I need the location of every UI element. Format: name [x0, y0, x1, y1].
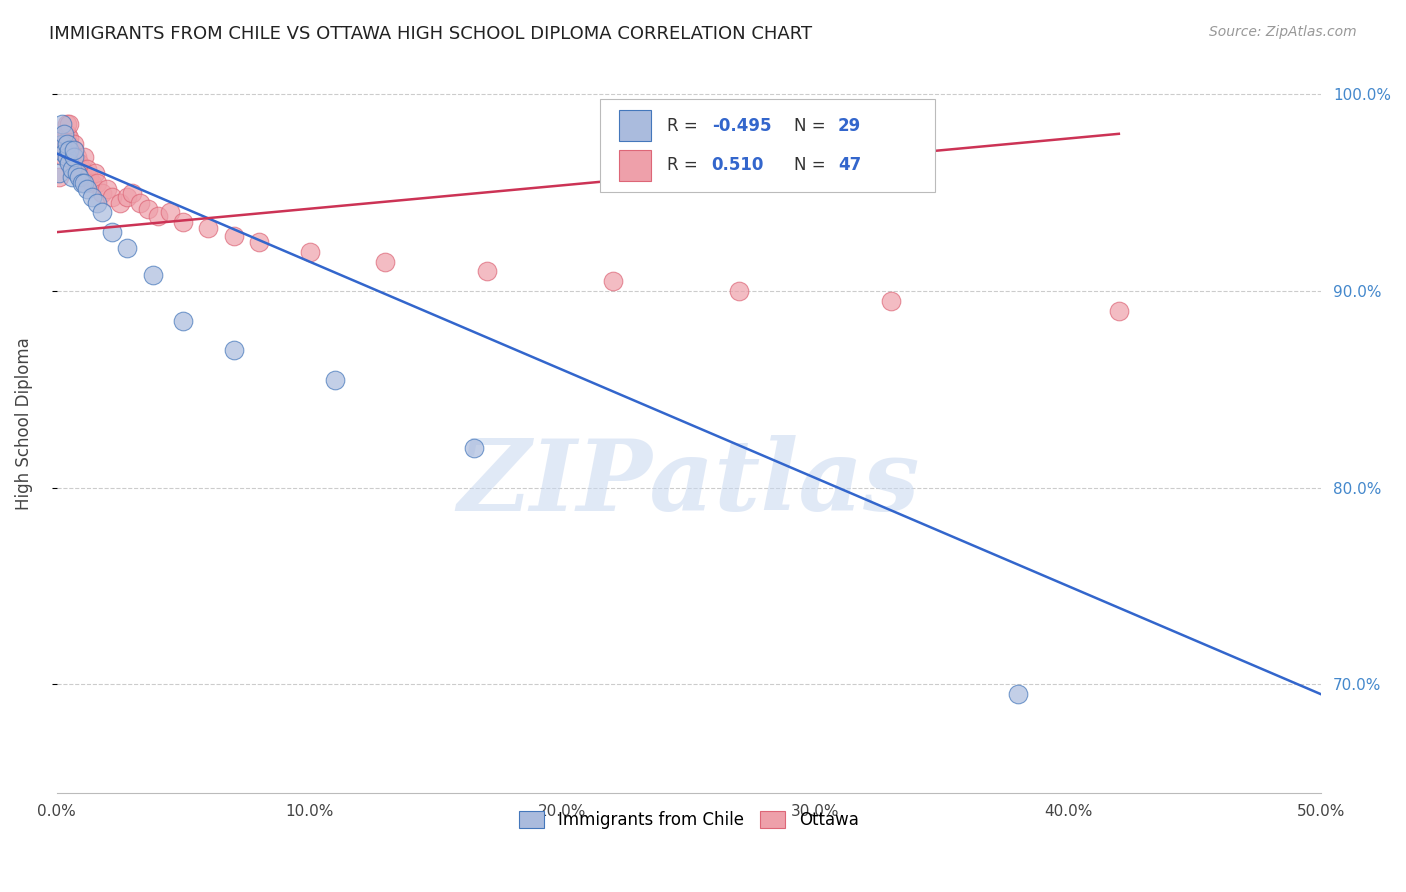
Legend: Immigrants from Chile, Ottawa: Immigrants from Chile, Ottawa	[513, 805, 865, 836]
Text: -0.495: -0.495	[711, 117, 770, 135]
Point	[76, 182, 98, 196]
Point	[66, 150, 89, 164]
Point	[197, 221, 219, 235]
Point	[60, 170, 83, 185]
Point	[55, 117, 77, 131]
Y-axis label: High School Diploma: High School Diploma	[15, 337, 32, 510]
Point	[55, 127, 77, 141]
Point	[86, 195, 108, 210]
Text: ZIPatlas: ZIPatlas	[458, 434, 920, 531]
Point	[66, 156, 89, 170]
FancyBboxPatch shape	[600, 99, 935, 192]
Point	[63, 143, 86, 157]
Point	[67, 166, 90, 180]
Point	[53, 136, 76, 151]
Point	[121, 186, 143, 200]
Point	[76, 162, 98, 177]
Point	[247, 235, 270, 249]
Point	[53, 127, 76, 141]
Point	[60, 162, 83, 177]
Point	[101, 190, 124, 204]
Point	[728, 284, 751, 298]
Point	[48, 166, 70, 180]
Point	[101, 225, 124, 239]
Text: N =: N =	[794, 156, 831, 174]
Point	[70, 176, 93, 190]
Point	[222, 229, 245, 244]
Point	[159, 205, 181, 219]
Point	[117, 241, 139, 255]
Point	[323, 373, 346, 387]
Point	[80, 176, 103, 190]
Point	[63, 143, 86, 157]
Point	[51, 117, 73, 131]
Point	[58, 143, 80, 157]
Point	[146, 210, 169, 224]
Point	[58, 117, 80, 131]
Point	[1108, 303, 1130, 318]
Point	[51, 136, 73, 151]
FancyBboxPatch shape	[620, 150, 651, 180]
Point	[70, 170, 93, 185]
Point	[136, 202, 159, 216]
Text: Source: ZipAtlas.com: Source: ZipAtlas.com	[1209, 25, 1357, 39]
Point	[48, 170, 70, 185]
Point	[475, 264, 498, 278]
Point	[1007, 687, 1029, 701]
Point	[91, 205, 114, 219]
Point	[67, 156, 90, 170]
Point	[298, 244, 321, 259]
Point	[60, 162, 83, 177]
Point	[222, 343, 245, 358]
Point	[55, 150, 77, 164]
Point	[80, 190, 103, 204]
Point	[51, 130, 73, 145]
Point	[96, 182, 118, 196]
FancyBboxPatch shape	[620, 111, 651, 142]
Point	[172, 313, 194, 327]
Point	[70, 162, 93, 177]
Point	[60, 146, 83, 161]
Text: R =: R =	[668, 156, 709, 174]
Text: 29: 29	[838, 117, 862, 135]
Point	[66, 166, 89, 180]
Point	[63, 136, 86, 151]
Point	[463, 442, 485, 456]
Point	[602, 274, 624, 288]
Point	[53, 150, 76, 164]
Point	[880, 293, 903, 308]
Point	[51, 143, 73, 157]
Point	[58, 136, 80, 151]
Point	[172, 215, 194, 229]
Point	[53, 146, 76, 161]
Point	[374, 254, 396, 268]
Point	[79, 170, 101, 185]
Text: 47: 47	[838, 156, 862, 174]
Point	[73, 150, 96, 164]
Point	[73, 176, 96, 190]
Point	[83, 166, 105, 180]
Point	[63, 150, 86, 164]
Point	[55, 136, 77, 151]
Text: 0.510: 0.510	[711, 156, 763, 174]
Text: N =: N =	[794, 117, 831, 135]
Point	[86, 176, 108, 190]
Point	[117, 190, 139, 204]
Point	[67, 170, 90, 185]
Point	[129, 195, 152, 210]
Point	[58, 156, 80, 170]
Text: R =: R =	[668, 117, 703, 135]
Point	[91, 186, 114, 200]
Point	[142, 268, 165, 283]
Point	[58, 130, 80, 145]
Point	[108, 195, 131, 210]
Text: IMMIGRANTS FROM CHILE VS OTTAWA HIGH SCHOOL DIPLOMA CORRELATION CHART: IMMIGRANTS FROM CHILE VS OTTAWA HIGH SCH…	[49, 25, 813, 43]
